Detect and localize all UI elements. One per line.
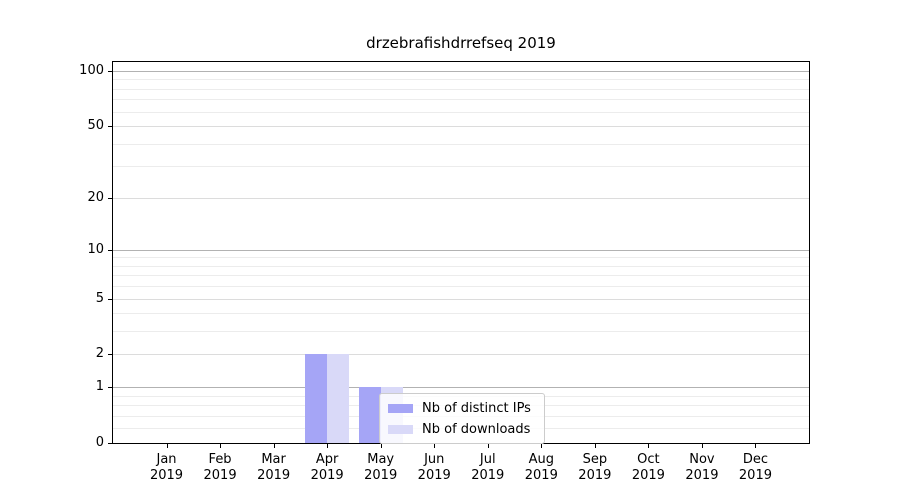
x-tick-year: 2019: [417, 468, 451, 483]
y-tick-mark: [108, 197, 112, 199]
y-minor-gridline: [113, 257, 809, 259]
y-tick-mark: [108, 249, 112, 251]
x-tick-month: Aug: [528, 452, 554, 467]
y-minor-gridline: [113, 275, 809, 277]
y-minor-gridline: [113, 88, 809, 90]
x-tick-month: Apr: [315, 452, 339, 467]
x-tick-label: Aug 2019: [513, 452, 569, 484]
y-tick-label: 2: [95, 346, 104, 362]
x-tick-label: Mar 2019: [246, 452, 302, 484]
y-tick-mark: [108, 298, 112, 300]
plot-area: Nb of distinct IPs Nb of downloads: [112, 61, 810, 444]
x-tick-month: Sep: [582, 452, 608, 467]
legend-label-downloads: Nb of downloads: [422, 421, 531, 437]
y-major-gridline: [113, 249, 809, 251]
x-tick-month: Jul: [479, 452, 496, 467]
x-tick-label: Jan 2019: [139, 452, 195, 484]
x-tick-label: Jun 2019: [406, 452, 462, 484]
y-sub-gridline: [113, 354, 809, 356]
y-tick-mark: [108, 387, 112, 389]
x-tick-label: Nov 2019: [674, 452, 730, 484]
x-tick-label: Feb 2019: [192, 452, 248, 484]
y-tick-label: 0: [95, 435, 104, 450]
y-minor-gridline: [113, 166, 809, 168]
x-tick-mark: [594, 444, 596, 448]
x-tick-mark: [487, 444, 489, 448]
x-tick-mark: [648, 444, 650, 448]
x-tick-mark: [380, 444, 382, 448]
x-tick-mark: [273, 444, 275, 448]
x-tick-year: 2019: [310, 468, 344, 483]
x-tick-month: Oct: [637, 452, 660, 467]
x-tick-month: Mar: [261, 452, 286, 467]
x-tick-year: 2019: [203, 468, 237, 483]
x-tick-year: 2019: [738, 468, 772, 483]
x-tick-month: Jun: [424, 452, 445, 467]
x-tick-mark: [220, 444, 222, 448]
y-sub-gridline: [113, 126, 809, 128]
y-minor-gridline: [113, 265, 809, 267]
y-minor-gridline: [113, 111, 809, 113]
y-tick-label: 50: [87, 118, 104, 134]
y-tick-label: 1: [95, 379, 104, 395]
bar-distinct-ips-apr: [305, 354, 328, 443]
x-tick-month: Nov: [689, 452, 715, 467]
x-tick-label: Jul 2019: [460, 452, 516, 484]
legend: Nb of distinct IPs Nb of downloads: [379, 393, 545, 444]
x-tick-year: 2019: [685, 468, 719, 483]
y-minor-gridline: [113, 331, 809, 333]
x-tick-month: Jan: [156, 452, 177, 467]
y-tick-label: 20: [87, 189, 104, 205]
x-tick-mark: [327, 444, 329, 448]
x-tick-year: 2019: [578, 468, 612, 483]
y-tick-label: 5: [95, 290, 104, 306]
y-minor-gridline: [113, 79, 809, 81]
y-minor-gridline: [113, 99, 809, 101]
x-tick-mark: [434, 444, 436, 448]
x-tick-mark: [755, 444, 757, 448]
x-tick-year: 2019: [471, 468, 505, 483]
x-tick-label: Sep 2019: [567, 452, 623, 484]
legend-item-distinct-ips: Nb of distinct IPs: [388, 399, 536, 417]
x-tick-year: 2019: [524, 468, 558, 483]
chart-title: drzebrafishdrrefseq 2019: [366, 34, 556, 52]
y-major-gridline: [113, 387, 809, 389]
x-tick-mark: [701, 444, 703, 448]
y-sub-gridline: [113, 197, 809, 199]
x-tick-mark: [166, 444, 168, 448]
bar-distinct-ips-may: [358, 387, 381, 443]
x-tick-year: 2019: [149, 468, 184, 483]
y-sub-gridline: [113, 298, 809, 300]
legend-swatch-distinct-ips-icon: [388, 403, 413, 413]
x-tick-month: Dec: [742, 452, 769, 467]
x-tick-year: 2019: [631, 468, 665, 483]
x-tick-label: Apr 2019: [299, 452, 355, 484]
y-minor-gridline: [113, 313, 809, 315]
x-tick-month: Feb: [208, 452, 232, 467]
y-tick-mark: [108, 354, 112, 356]
bar-downloads-apr: [327, 354, 350, 443]
y-tick-label: 100: [79, 63, 104, 79]
x-tick-mark: [541, 444, 543, 448]
x-tick-label: Oct 2019: [620, 452, 676, 484]
y-major-gridline: [113, 71, 809, 73]
legend-item-downloads: Nb of downloads: [388, 420, 536, 438]
y-minor-gridline: [113, 143, 809, 145]
legend-label-distinct-ips: Nb of distinct IPs: [422, 400, 531, 416]
x-tick-year: 2019: [257, 468, 291, 483]
y-tick-label: 10: [87, 241, 104, 257]
x-tick-label: May 2019: [353, 452, 409, 484]
y-tick-mark: [108, 443, 112, 444]
legend-swatch-downloads-icon: [388, 424, 413, 434]
y-minor-gridline: [113, 286, 809, 288]
y-tick-mark: [108, 71, 112, 73]
x-tick-month: May: [367, 452, 395, 467]
y-tick-mark: [108, 126, 112, 128]
x-tick-year: 2019: [364, 468, 398, 483]
x-tick-label: Dec 2019: [727, 452, 783, 484]
